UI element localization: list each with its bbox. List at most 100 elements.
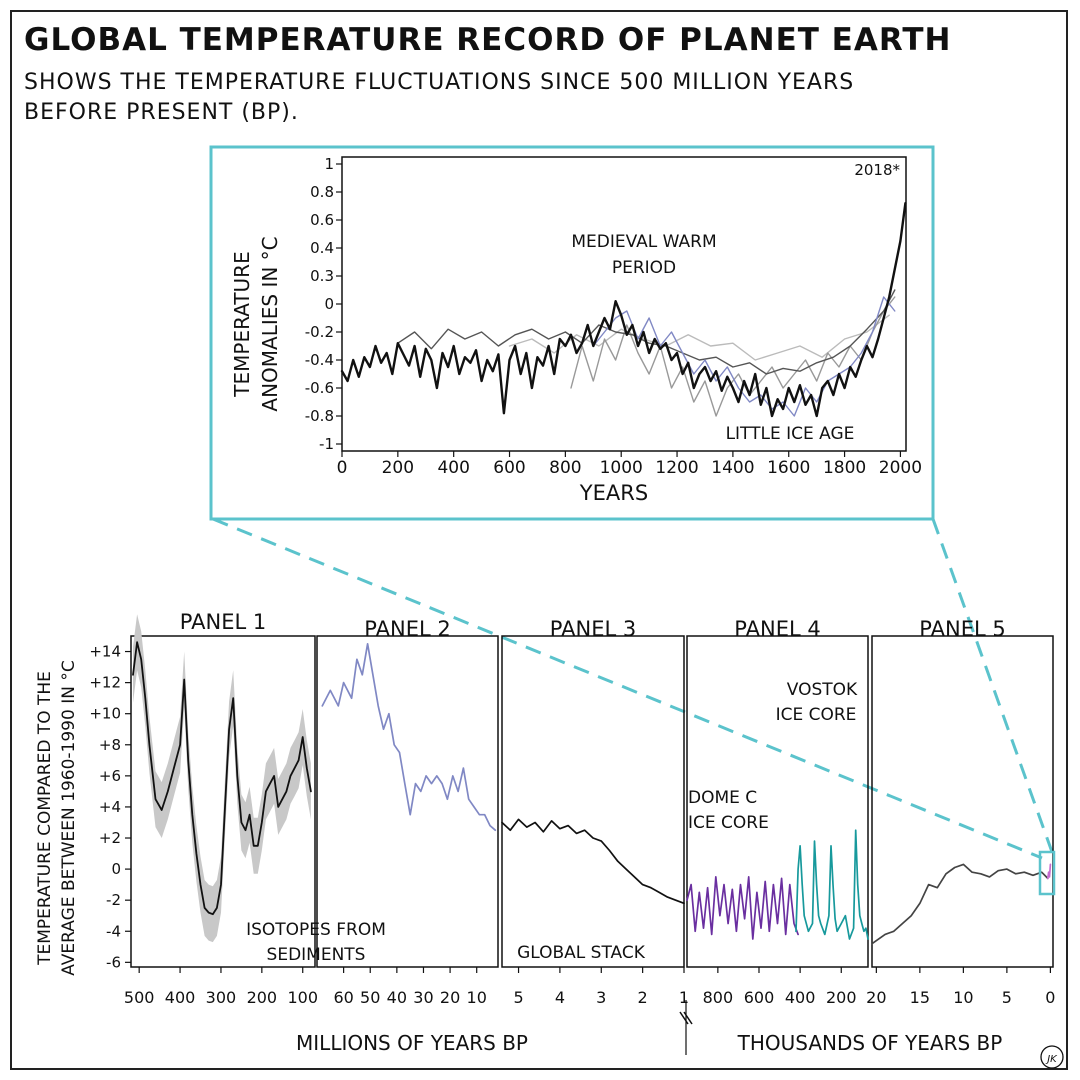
panel-4-x-tick-label: 800 bbox=[703, 988, 734, 1007]
panel-1-x-tick-label: 400 bbox=[165, 988, 196, 1007]
zoom-box bbox=[1038, 850, 1056, 896]
panel-3-x-tick-label: 3 bbox=[596, 988, 606, 1007]
panel-2-x-tick-label: 10 bbox=[467, 988, 487, 1007]
main-y-tick-label: -2 bbox=[106, 891, 121, 909]
inset-y-tick-label: 0.3 bbox=[310, 267, 334, 285]
inset-series-reconstruction-grey-1 bbox=[397, 289, 896, 375]
panel-5-x-tick-label: 20 bbox=[866, 988, 886, 1007]
annotation-dome-c-ice-core: DOME C bbox=[688, 788, 757, 808]
inset-y-tick-label: 0.4 bbox=[310, 239, 334, 257]
panel-1-x-tick-label: 100 bbox=[287, 988, 318, 1007]
panel-3-x-tick-label: 5 bbox=[513, 988, 523, 1007]
panel-1-series-isotopes bbox=[132, 641, 312, 916]
panel-1-uncertainty-band bbox=[133, 614, 311, 943]
panel-2-x-tick-label: 50 bbox=[360, 988, 380, 1007]
zoom-connector-line bbox=[931, 518, 1054, 853]
main-y-axis-label: AVERAGE BETWEEN 1960-1990 IN °C bbox=[59, 660, 79, 975]
inset-y-tick-label: -0.8 bbox=[305, 407, 334, 425]
panel-4-series-vostok bbox=[795, 829, 869, 940]
panel-2-frame bbox=[316, 635, 499, 968]
annotation-isotopes-from-sediments: SEDIMENTS bbox=[267, 945, 366, 965]
panel-2-x-tick-label: 40 bbox=[387, 988, 407, 1007]
inset-series-reconstruction-black bbox=[340, 201, 907, 418]
panel-1-x-tick-label: 200 bbox=[247, 988, 278, 1007]
panel-5-x-tick-label: 0 bbox=[1045, 988, 1055, 1007]
page-subtitle: SHOWS THE TEMPERATURE FLUCTUATIONS SINCE… bbox=[24, 70, 855, 125]
panel-2-label: PANEL 2 bbox=[364, 617, 450, 641]
inset-y-tick-label: 0 bbox=[324, 295, 334, 313]
annotation-vostok-ice-core: VOSTOK bbox=[787, 680, 858, 700]
inset-y-axis-label: ANOMALIES IN °C bbox=[258, 236, 282, 411]
main-y-tick-label: -4 bbox=[106, 922, 121, 940]
panel-3-series-global-stack bbox=[501, 818, 685, 905]
annotation-medieval-warm-period: PERIOD bbox=[612, 258, 676, 278]
inset-y-tick-label: -1 bbox=[319, 435, 334, 453]
inset-y-tick-label: -0.6 bbox=[305, 379, 334, 397]
annotation-medieval-warm-period: MEDIEVAL WARM bbox=[571, 232, 716, 252]
annotation-dome-c-ice-core: ICE CORE bbox=[688, 813, 769, 833]
inset-x-axis-label: YEARS bbox=[579, 481, 648, 505]
inset-y-tick-label: 1 bbox=[324, 155, 334, 173]
inset-y-axis-label: TEMPERATURE bbox=[230, 251, 254, 397]
main-y-tick-label: 0 bbox=[111, 860, 121, 878]
panel-4-label: PANEL 4 bbox=[734, 617, 820, 641]
panel-4-frame bbox=[686, 635, 869, 968]
panel-4-x-tick-label: 200 bbox=[826, 988, 857, 1007]
inset-x-tick-label: 1200 bbox=[655, 458, 698, 478]
inset-x-tick-label: 0 bbox=[337, 458, 348, 478]
panel-5-x-tick-label: 5 bbox=[1002, 988, 1012, 1007]
inset-frame bbox=[209, 145, 935, 521]
inset-y-tick-label: -0.2 bbox=[305, 323, 334, 341]
inset-x-tick-label: 1800 bbox=[823, 458, 866, 478]
inset-x-tick-label: 800 bbox=[549, 458, 581, 478]
annotation-little-ice-age: LITTLE ICE AGE bbox=[726, 424, 855, 444]
panel-5-x-tick-label: 10 bbox=[953, 988, 973, 1007]
panel-2-series-sediments bbox=[321, 642, 497, 832]
panel-2-x-tick-label: 20 bbox=[440, 988, 460, 1007]
main-y-tick-label: +10 bbox=[89, 705, 121, 723]
main-y-axis-label: TEMPERATURE COMPARED TO THE bbox=[35, 671, 55, 966]
x-axis-label-thousands: THOUSANDS OF YEARS BP bbox=[737, 1031, 1003, 1055]
inset-y-tick-label: 0.6 bbox=[310, 211, 334, 229]
panel-2-x-tick-label: 60 bbox=[333, 988, 353, 1007]
inset-x-tick-label: 1400 bbox=[711, 458, 754, 478]
main-y-tick-label: +8 bbox=[99, 736, 121, 754]
main-y-tick-label: +12 bbox=[89, 674, 121, 692]
panel-3-frame bbox=[501, 635, 685, 968]
zoom-connector-line bbox=[212, 517, 1043, 860]
inset-y-tick-label: -0.4 bbox=[305, 351, 334, 369]
panel-4-x-tick-label: 400 bbox=[785, 988, 816, 1007]
panel-2-x-tick-label: 30 bbox=[413, 988, 433, 1007]
inset-x-tick-label: 600 bbox=[493, 458, 525, 478]
panel-1-x-tick-label: 300 bbox=[206, 988, 237, 1007]
panel-3-x-tick-label: 2 bbox=[638, 988, 648, 1007]
inset-x-tick-label: 400 bbox=[437, 458, 469, 478]
annotation-vostok-ice-core: ICE CORE bbox=[776, 705, 857, 725]
signature-logo: JK bbox=[1045, 1054, 1058, 1065]
main-y-tick-label: +2 bbox=[99, 829, 121, 847]
panel-3-x-tick-label: 4 bbox=[555, 988, 565, 1007]
panel-3-label: PANEL 3 bbox=[550, 617, 636, 641]
signature-logo bbox=[1040, 1045, 1064, 1069]
inset-x-tick-label: 1600 bbox=[767, 458, 810, 478]
panel-5-frame bbox=[871, 635, 1054, 968]
panel-3-x-tick-label: 1 bbox=[679, 988, 689, 1007]
annotation-global-stack: GLOBAL STACK bbox=[517, 943, 646, 963]
axis-break-mark bbox=[683, 1011, 693, 1025]
page-title: GLOBAL TEMPERATURE RECORD OF PLANET EART… bbox=[24, 22, 952, 58]
inset-x-tick-label: 2000 bbox=[879, 458, 922, 478]
panel-5-x-tick-label: 15 bbox=[910, 988, 930, 1007]
annotation-isotopes-from-sediments: ISOTOPES FROM bbox=[246, 920, 386, 940]
comic-frame bbox=[10, 10, 1068, 1070]
panel-5-series-recent bbox=[1046, 863, 1052, 880]
panel-5-series-holocene bbox=[871, 863, 1049, 945]
panel-4-x-tick-label: 600 bbox=[744, 988, 775, 1007]
panel-1-label: PANEL 1 bbox=[180, 610, 266, 634]
main-y-tick-label: +6 bbox=[99, 767, 121, 785]
panel-1-x-tick-label: 500 bbox=[124, 988, 155, 1007]
inset-y-tick-label: 0.8 bbox=[310, 183, 334, 201]
axis-break-mark bbox=[679, 1011, 689, 1025]
x-axis-label-millions: MILLIONS OF YEARS BP bbox=[296, 1031, 528, 1055]
main-y-tick-label: +4 bbox=[99, 798, 121, 816]
